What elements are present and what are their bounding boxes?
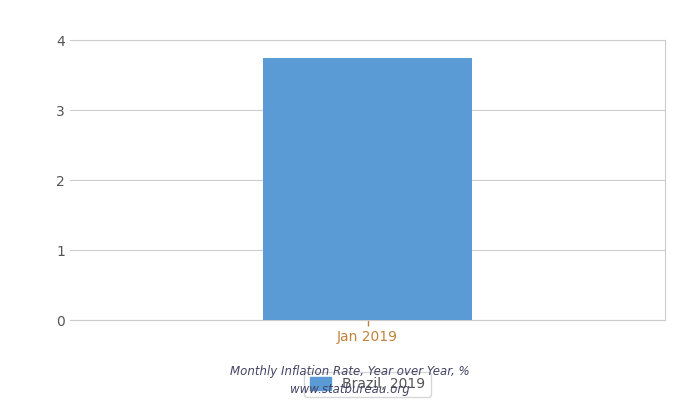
Bar — [263, 58, 472, 320]
Text: Monthly Inflation Rate, Year over Year, %: Monthly Inflation Rate, Year over Year, … — [230, 365, 470, 378]
Legend: Brazil, 2019: Brazil, 2019 — [304, 372, 430, 397]
Text: www.statbureau.org: www.statbureau.org — [290, 383, 410, 396]
